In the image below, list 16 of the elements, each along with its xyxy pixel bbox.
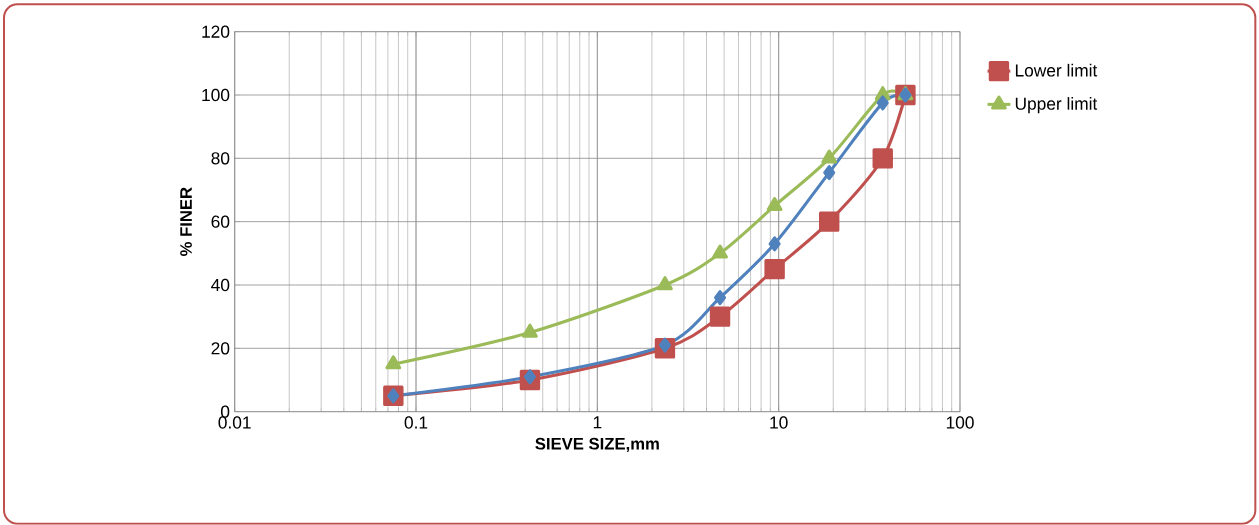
y-tick-label: 0 [220,405,230,418]
x-tick-label: 10 [770,416,788,429]
y-tick-label: 120 [202,25,230,38]
x-tick-label: 0.01 [218,416,251,429]
y-tick-label: 60 [211,215,230,228]
x-tick-label: 0.1 [404,416,428,429]
y-tick-label: 40 [211,279,230,292]
x-tick-label: 100 [946,416,974,429]
y-tick-label: 80 [211,152,230,165]
x-axis-title: SIEVE SIZE,mm [535,437,659,453]
y-axis-title: % FINER [180,187,192,257]
y-tick-label: 100 [202,89,230,102]
y-tick-label: 20 [211,342,230,355]
x-tick-label: 1 [593,416,602,429]
legend-label: Upper limit [1015,97,1098,114]
legend-label: Lower limit [1015,64,1098,77]
